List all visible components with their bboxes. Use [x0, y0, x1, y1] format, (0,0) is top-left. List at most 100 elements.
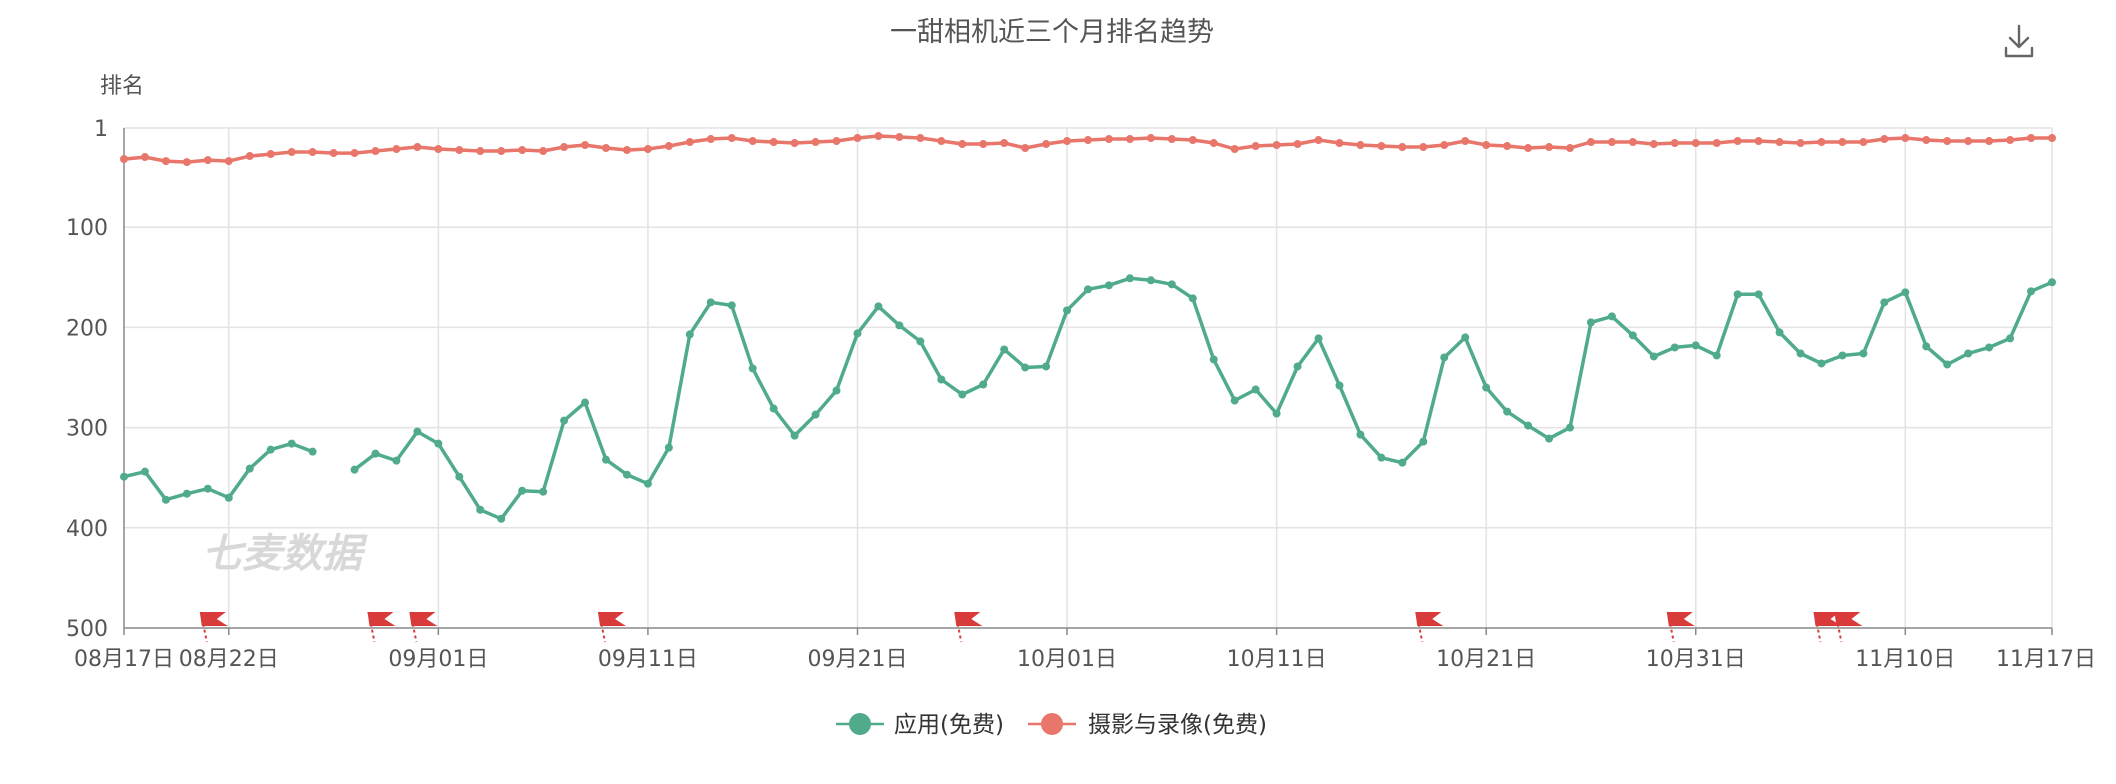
data-point — [560, 416, 569, 425]
data-point — [1461, 137, 1470, 146]
data-point — [1084, 136, 1092, 145]
data-point — [622, 470, 631, 479]
data-point — [1628, 331, 1637, 340]
x-tick-label: 08月22日 — [179, 647, 279, 672]
data-point — [622, 146, 631, 155]
data-point — [1670, 343, 1679, 352]
series-line — [123, 441, 314, 502]
data-point — [2027, 287, 2036, 296]
data-point — [1125, 274, 1134, 283]
data-point — [727, 134, 736, 143]
data-point — [895, 133, 904, 142]
data-point — [1586, 138, 1595, 147]
data-point — [329, 149, 338, 158]
data-point — [916, 337, 925, 346]
data-point — [1084, 285, 1092, 294]
data-point — [958, 140, 967, 149]
data-point — [1230, 396, 1239, 405]
data-point — [140, 467, 149, 476]
data-point — [287, 439, 296, 448]
data-point — [1691, 341, 1700, 350]
data-point — [539, 487, 548, 496]
data-point — [1796, 139, 1805, 148]
data-point — [1628, 138, 1637, 147]
data-point — [1021, 363, 1030, 372]
legend-item: 应用(免费) — [836, 712, 1004, 738]
data-point — [497, 147, 506, 156]
data-point — [1063, 137, 1072, 146]
data-point — [2006, 334, 2015, 343]
event-flag-icon — [1813, 611, 1842, 643]
data-point — [790, 139, 799, 148]
data-point — [1901, 288, 1910, 297]
data-point — [413, 143, 422, 152]
data-point — [413, 427, 422, 436]
data-point — [1775, 138, 1784, 147]
data-point — [1943, 137, 1952, 146]
data-point — [874, 132, 883, 141]
data-point — [1251, 142, 1260, 151]
data-point — [1712, 351, 1721, 360]
flag-pole — [1813, 611, 1822, 643]
data-point — [811, 410, 820, 419]
data-point — [1063, 306, 1072, 315]
flag-pole — [409, 611, 418, 643]
data-point — [1042, 140, 1051, 149]
data-point — [937, 375, 946, 384]
series-group — [120, 132, 2056, 167]
data-point — [1880, 298, 1889, 307]
y-tick-labels: 1 100 200 300 400 500 — [66, 117, 108, 642]
data-point — [748, 137, 757, 146]
data-point — [392, 145, 401, 154]
legend-marker — [849, 713, 871, 735]
data-point — [874, 302, 883, 311]
data-point — [2006, 136, 2015, 145]
series-group — [120, 274, 2056, 523]
data-point — [1230, 145, 1239, 154]
legend-label: 应用(免费) — [894, 712, 1004, 738]
data-point — [1607, 312, 1616, 321]
data-point — [182, 158, 191, 167]
data-point — [1251, 385, 1260, 394]
data-point — [1419, 143, 1428, 152]
data-point — [581, 141, 590, 150]
data-point — [161, 495, 170, 504]
data-point — [685, 138, 694, 147]
data-point — [1209, 139, 1218, 148]
data-point — [1566, 144, 1574, 153]
x-tick-labels: 08月17日 08月22日 09月01日 09月11日 09月21日 10月01日 10月1… — [74, 647, 2096, 672]
data-point — [161, 157, 170, 166]
data-point — [2027, 134, 2036, 143]
data-point — [1293, 140, 1302, 149]
flag-cloth — [1415, 612, 1444, 626]
data-point — [832, 386, 841, 395]
data-point — [1964, 137, 1973, 146]
data-point — [2048, 134, 2056, 143]
event-flags — [199, 611, 1863, 643]
data-point — [476, 147, 485, 156]
data-point — [371, 449, 380, 458]
data-point — [455, 472, 464, 481]
data-point — [224, 157, 233, 166]
download-icon[interactable] — [2004, 24, 2034, 58]
data-point — [1985, 343, 1994, 352]
x-tick-label: 10月31日 — [1646, 647, 1746, 672]
data-point — [518, 486, 527, 495]
data-point — [811, 138, 820, 147]
data-point — [1859, 349, 1868, 358]
data-point — [706, 298, 715, 307]
data-point — [853, 329, 862, 338]
data-point — [895, 321, 904, 330]
data-point — [853, 134, 862, 143]
data-point — [1817, 359, 1826, 368]
data-point — [748, 364, 757, 373]
data-point — [455, 146, 464, 155]
flag-pole — [1415, 611, 1424, 643]
flag-cloth — [367, 612, 396, 626]
data-point — [308, 447, 317, 456]
data-point — [1146, 134, 1155, 143]
watermark: 七麦数据 — [202, 531, 368, 577]
data-point — [1503, 142, 1512, 151]
data-point — [476, 505, 485, 514]
data-point — [434, 439, 443, 448]
